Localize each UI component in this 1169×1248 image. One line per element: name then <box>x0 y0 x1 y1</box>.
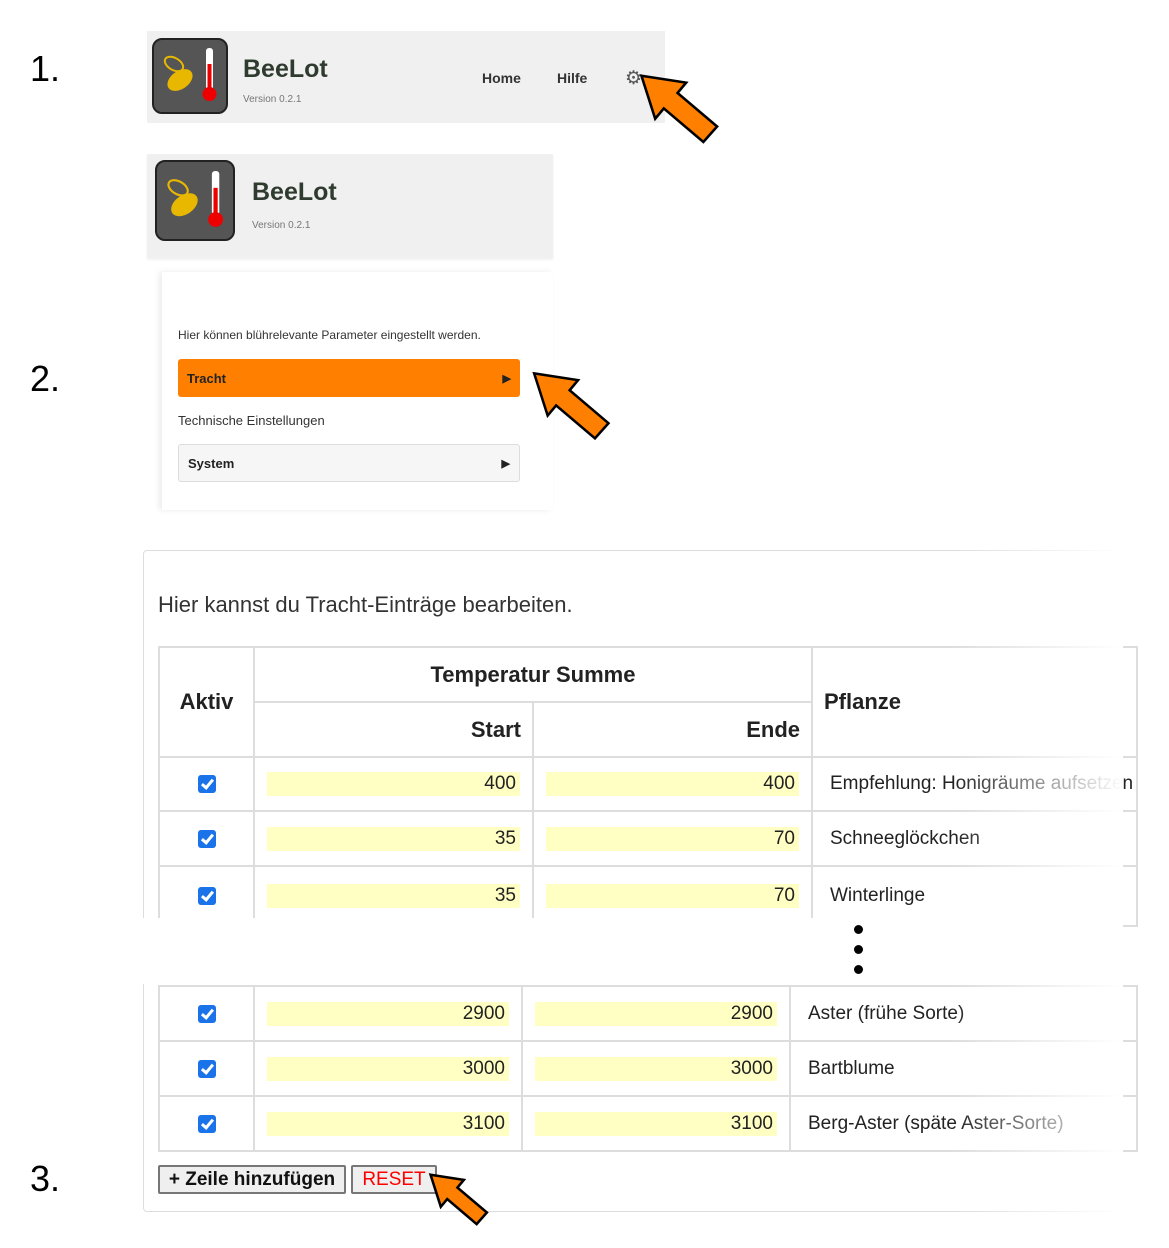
app-logo <box>155 160 235 241</box>
table-row: 35 70 Schneeglöckchen <box>158 810 1138 867</box>
reset-button[interactable]: RESET <box>351 1165 437 1194</box>
header-temp-sum: Temperatur Summe <box>253 646 813 703</box>
tracht-button[interactable]: Tracht ▶ <box>178 359 520 397</box>
caret-right-icon: ▶ <box>501 457 510 470</box>
app-version: Version 0.2.1 <box>252 220 311 231</box>
app-logo <box>152 38 228 114</box>
header-end: Ende <box>532 701 813 758</box>
ellipsis-dot <box>854 965 863 974</box>
active-checkbox[interactable] <box>197 1059 216 1078</box>
header-start: Start <box>253 701 534 758</box>
start-input[interactable]: 35 <box>267 884 520 908</box>
end-input[interactable]: 70 <box>546 884 799 908</box>
start-input[interactable]: 2900 <box>267 1001 509 1026</box>
active-checkbox[interactable] <box>197 1004 216 1023</box>
app-header-settings: BeeLot Version 0.2.1 <box>147 154 553 258</box>
header-active: Aktiv <box>158 646 255 758</box>
app-title: BeeLot <box>243 55 328 83</box>
fade-overlay <box>953 548 1123 1214</box>
nav-home[interactable]: Home <box>482 70 521 86</box>
settings-intro: Hier können blührelevante Parameter eing… <box>178 328 481 342</box>
end-input[interactable]: 400 <box>546 772 799 796</box>
nav-help[interactable]: Hilfe <box>557 70 588 86</box>
annotation-arrow-1 <box>639 74 719 144</box>
start-input[interactable]: 35 <box>267 826 520 851</box>
active-checkbox[interactable] <box>197 775 216 793</box>
system-button-label: System <box>188 455 235 471</box>
tracht-button-label: Tracht <box>187 370 227 386</box>
step-label-3: 3. <box>30 1158 61 1199</box>
caret-right-icon: ▶ <box>502 372 511 385</box>
table-row: 35 70 Winterlinge <box>158 865 1138 927</box>
start-input[interactable]: 400 <box>267 772 520 796</box>
annotation-arrow-3 <box>428 1173 489 1226</box>
active-checkbox[interactable] <box>197 829 216 848</box>
end-input[interactable]: 70 <box>546 826 799 851</box>
gear-icon[interactable]: ⚙ <box>625 68 643 89</box>
start-input[interactable]: 3100 <box>267 1111 509 1136</box>
tracht-intro: Hier kannst du Tracht-Einträge bearbeite… <box>158 592 573 617</box>
app-header: BeeLot Version 0.2.1 Home Hilfe ⚙ <box>147 31 665 123</box>
end-input[interactable]: 2900 <box>535 1001 777 1026</box>
annotation-arrow-2 <box>532 371 611 441</box>
step-label-1: 1. <box>30 48 61 89</box>
end-input[interactable]: 3000 <box>535 1056 777 1081</box>
ellipsis-dot <box>854 925 863 934</box>
system-button[interactable]: System ▶ <box>178 444 520 482</box>
start-input[interactable]: 3000 <box>267 1056 509 1081</box>
app-title: BeeLot <box>252 178 337 206</box>
ellipsis-dot <box>854 945 863 954</box>
active-checkbox[interactable] <box>197 1114 216 1133</box>
app-version: Version 0.2.1 <box>243 94 302 105</box>
active-checkbox[interactable] <box>197 887 216 905</box>
tracht-table-continued: 2900 2900 Aster (frühe Sorte) 3000 3000 … <box>158 985 1138 1152</box>
technical-label: Technische Einstellungen <box>178 413 325 428</box>
end-input[interactable]: 3100 <box>535 1111 777 1136</box>
add-row-button[interactable]: + Zeile hinzufügen <box>158 1165 346 1194</box>
step-label-2: 2. <box>30 358 61 399</box>
